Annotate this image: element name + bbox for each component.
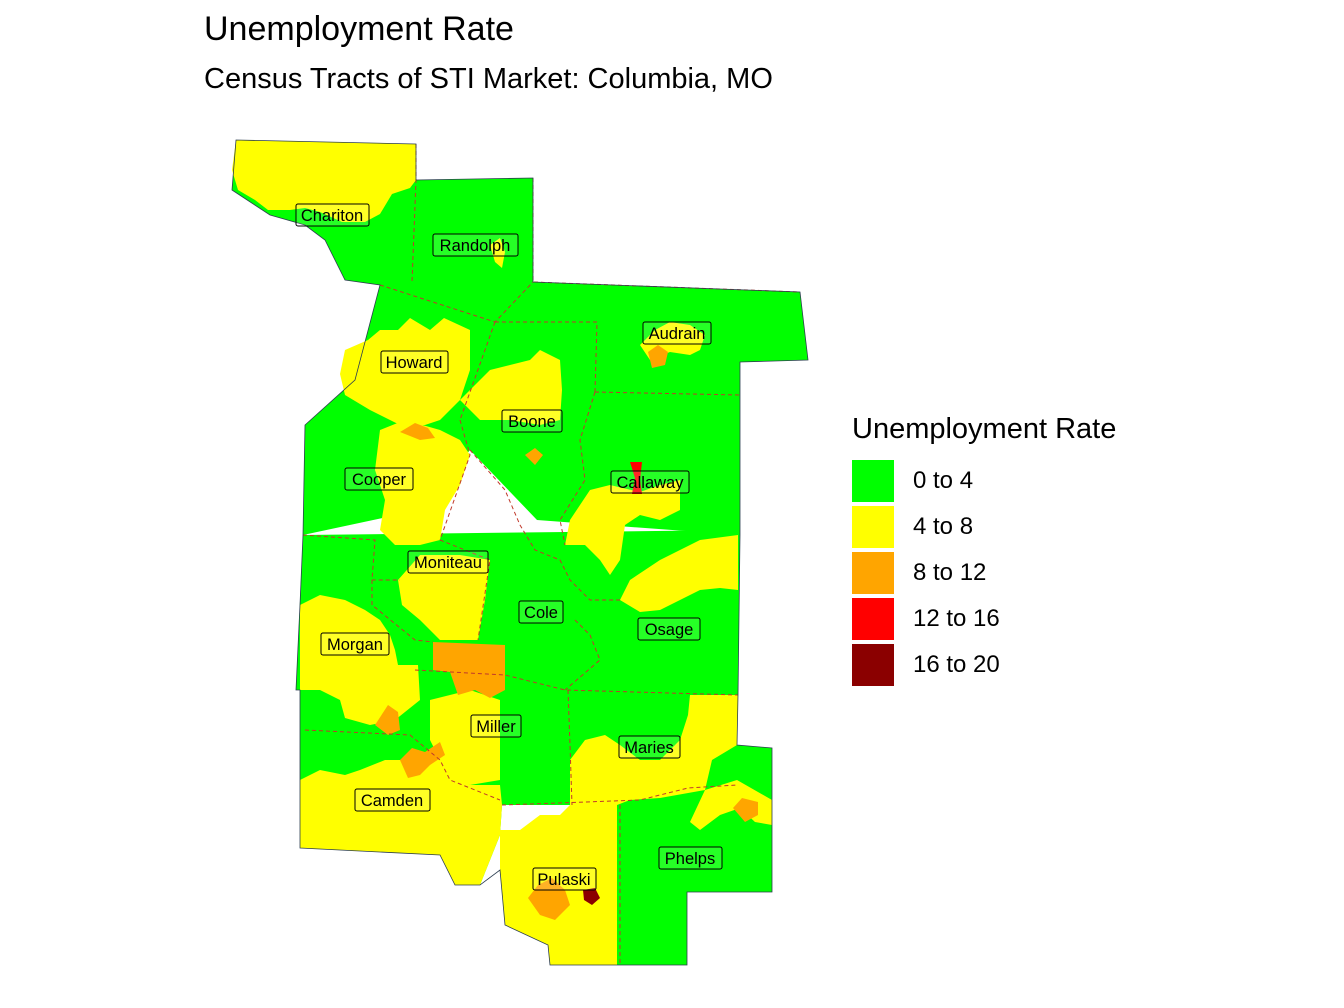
tract-orange-audrain <box>648 345 668 368</box>
legend-label: 12 to 16 <box>913 605 1000 632</box>
svg-text:Phelps: Phelps <box>665 850 715 868</box>
boundary-pulaski-north <box>501 784 738 806</box>
svg-text:Osage: Osage <box>645 621 694 639</box>
boundary-boone-audrain <box>495 321 598 393</box>
region-green-south <box>296 530 772 965</box>
county-label-cole: Cole <box>518 600 564 624</box>
svg-text:Chariton: Chariton <box>301 207 363 225</box>
county-label-callaway: Callaway <box>610 470 690 494</box>
county-label-maries: Maries <box>618 735 681 759</box>
legend-item: 16 to 20 <box>852 642 1116 688</box>
boundary-moniteau-cole <box>439 539 491 641</box>
region-green-north <box>232 140 808 535</box>
svg-text:Maries: Maries <box>624 739 674 757</box>
county-label-randolph: Randolph <box>432 233 519 257</box>
county-label-morgan: Morgan <box>320 632 390 656</box>
boundary-river <box>469 449 620 601</box>
county-label-moniteau: Moniteau <box>407 550 489 574</box>
svg-text:Camden: Camden <box>361 792 423 810</box>
legend-swatch <box>852 506 894 548</box>
boundary-morgan-moniteau <box>371 580 434 643</box>
legend-label: 0 to 4 <box>913 467 974 494</box>
svg-text:Howard: Howard <box>386 354 443 372</box>
county-label-boone: Boone <box>501 409 563 433</box>
boundary-miller-camden <box>304 729 501 801</box>
legend-item: 12 to 16 <box>852 596 1116 642</box>
tract-yellow-randolph <box>490 238 505 268</box>
county-label-chariton: Chariton <box>295 203 370 227</box>
tract-yellow-morgan <box>300 595 420 725</box>
tract-orange-cooper <box>400 423 435 440</box>
svg-text:Cole: Cole <box>524 604 558 622</box>
market-outline <box>231 139 809 966</box>
svg-text:Pulaski: Pulaski <box>537 871 590 889</box>
county-label-pulaski: Pulaski <box>532 867 597 891</box>
tract-orange-moniteau <box>433 642 505 698</box>
county-label-cooper: Cooper <box>344 467 414 491</box>
svg-text:Cooper: Cooper <box>352 471 407 489</box>
tract-orange-morgan <box>375 705 400 735</box>
tract-orange-phelps <box>733 798 758 822</box>
tract-orange-pulaski <box>528 878 570 920</box>
tract-yellow-boone-west <box>460 350 562 425</box>
legend: Unemployment Rate 0 to 4 4 to 8 8 to 12 … <box>852 413 1116 688</box>
svg-text:Audrain: Audrain <box>649 325 706 343</box>
svg-text:Callaway: Callaway <box>617 474 685 492</box>
svg-text:Moniteau: Moniteau <box>414 554 482 572</box>
legend-item: 4 to 8 <box>852 504 1116 550</box>
county-label-audrain: Audrain <box>642 321 712 345</box>
legend-label: 8 to 12 <box>913 559 987 586</box>
map-subtitle: Census Tracts of STI Market: Columbia, M… <box>204 63 773 95</box>
county-label-miller: Miller <box>470 714 522 738</box>
tract-yellow-moniteau <box>398 555 490 640</box>
tract-yellow-howard <box>340 318 470 425</box>
legend-item: 8 to 12 <box>852 550 1116 596</box>
svg-text:Boone: Boone <box>508 413 556 431</box>
legend-item: 0 to 4 <box>852 458 1116 504</box>
tract-yellow-miller <box>430 690 500 785</box>
legend-swatch <box>852 552 894 594</box>
tract-orange-boone <box>525 448 543 465</box>
tract-darkred-pulaski <box>583 888 600 905</box>
legend-swatch <box>852 460 894 502</box>
map-title: Unemployment Rate <box>204 10 514 48</box>
legend-swatch <box>852 644 894 686</box>
tract-yellow-chariton <box>232 140 416 222</box>
legend-label: 4 to 8 <box>913 513 974 540</box>
boundary-boone-howard <box>459 321 496 421</box>
tract-fills <box>232 140 808 965</box>
boundary-callaway-north <box>594 391 741 396</box>
tract-yellow-osage <box>620 535 738 612</box>
tract-yellow-cooper <box>375 420 470 545</box>
legend-label: 16 to 20 <box>913 651 1000 678</box>
boundary-cooper-boone <box>439 419 471 541</box>
boundary-cole-osage <box>564 619 601 691</box>
county-labels: Chariton Randolph Audrain Howard Boone C… <box>295 203 723 891</box>
legend-swatch <box>852 598 894 640</box>
boundary-randolph-audrain <box>532 178 801 293</box>
county-label-camden: Camden <box>354 788 431 812</box>
tract-red-callaway <box>630 462 642 494</box>
tract-yellow-camden <box>300 750 502 885</box>
boundary-miller-north <box>414 669 739 696</box>
legend-title: Unemployment Rate <box>852 413 1117 445</box>
county-label-phelps: Phelps <box>658 846 723 870</box>
tract-orange-camden <box>400 742 445 778</box>
boundary-cooper-moniteau <box>302 534 400 581</box>
svg-text:Morgan: Morgan <box>327 636 383 654</box>
tract-yellow-callaway <box>565 480 680 575</box>
tract-yellow-maries <box>570 695 738 805</box>
county-label-howard: Howard <box>380 350 449 374</box>
county-label-osage: Osage <box>637 617 701 641</box>
svg-text:Miller: Miller <box>476 718 516 736</box>
svg-text:Randolph: Randolph <box>440 237 511 255</box>
